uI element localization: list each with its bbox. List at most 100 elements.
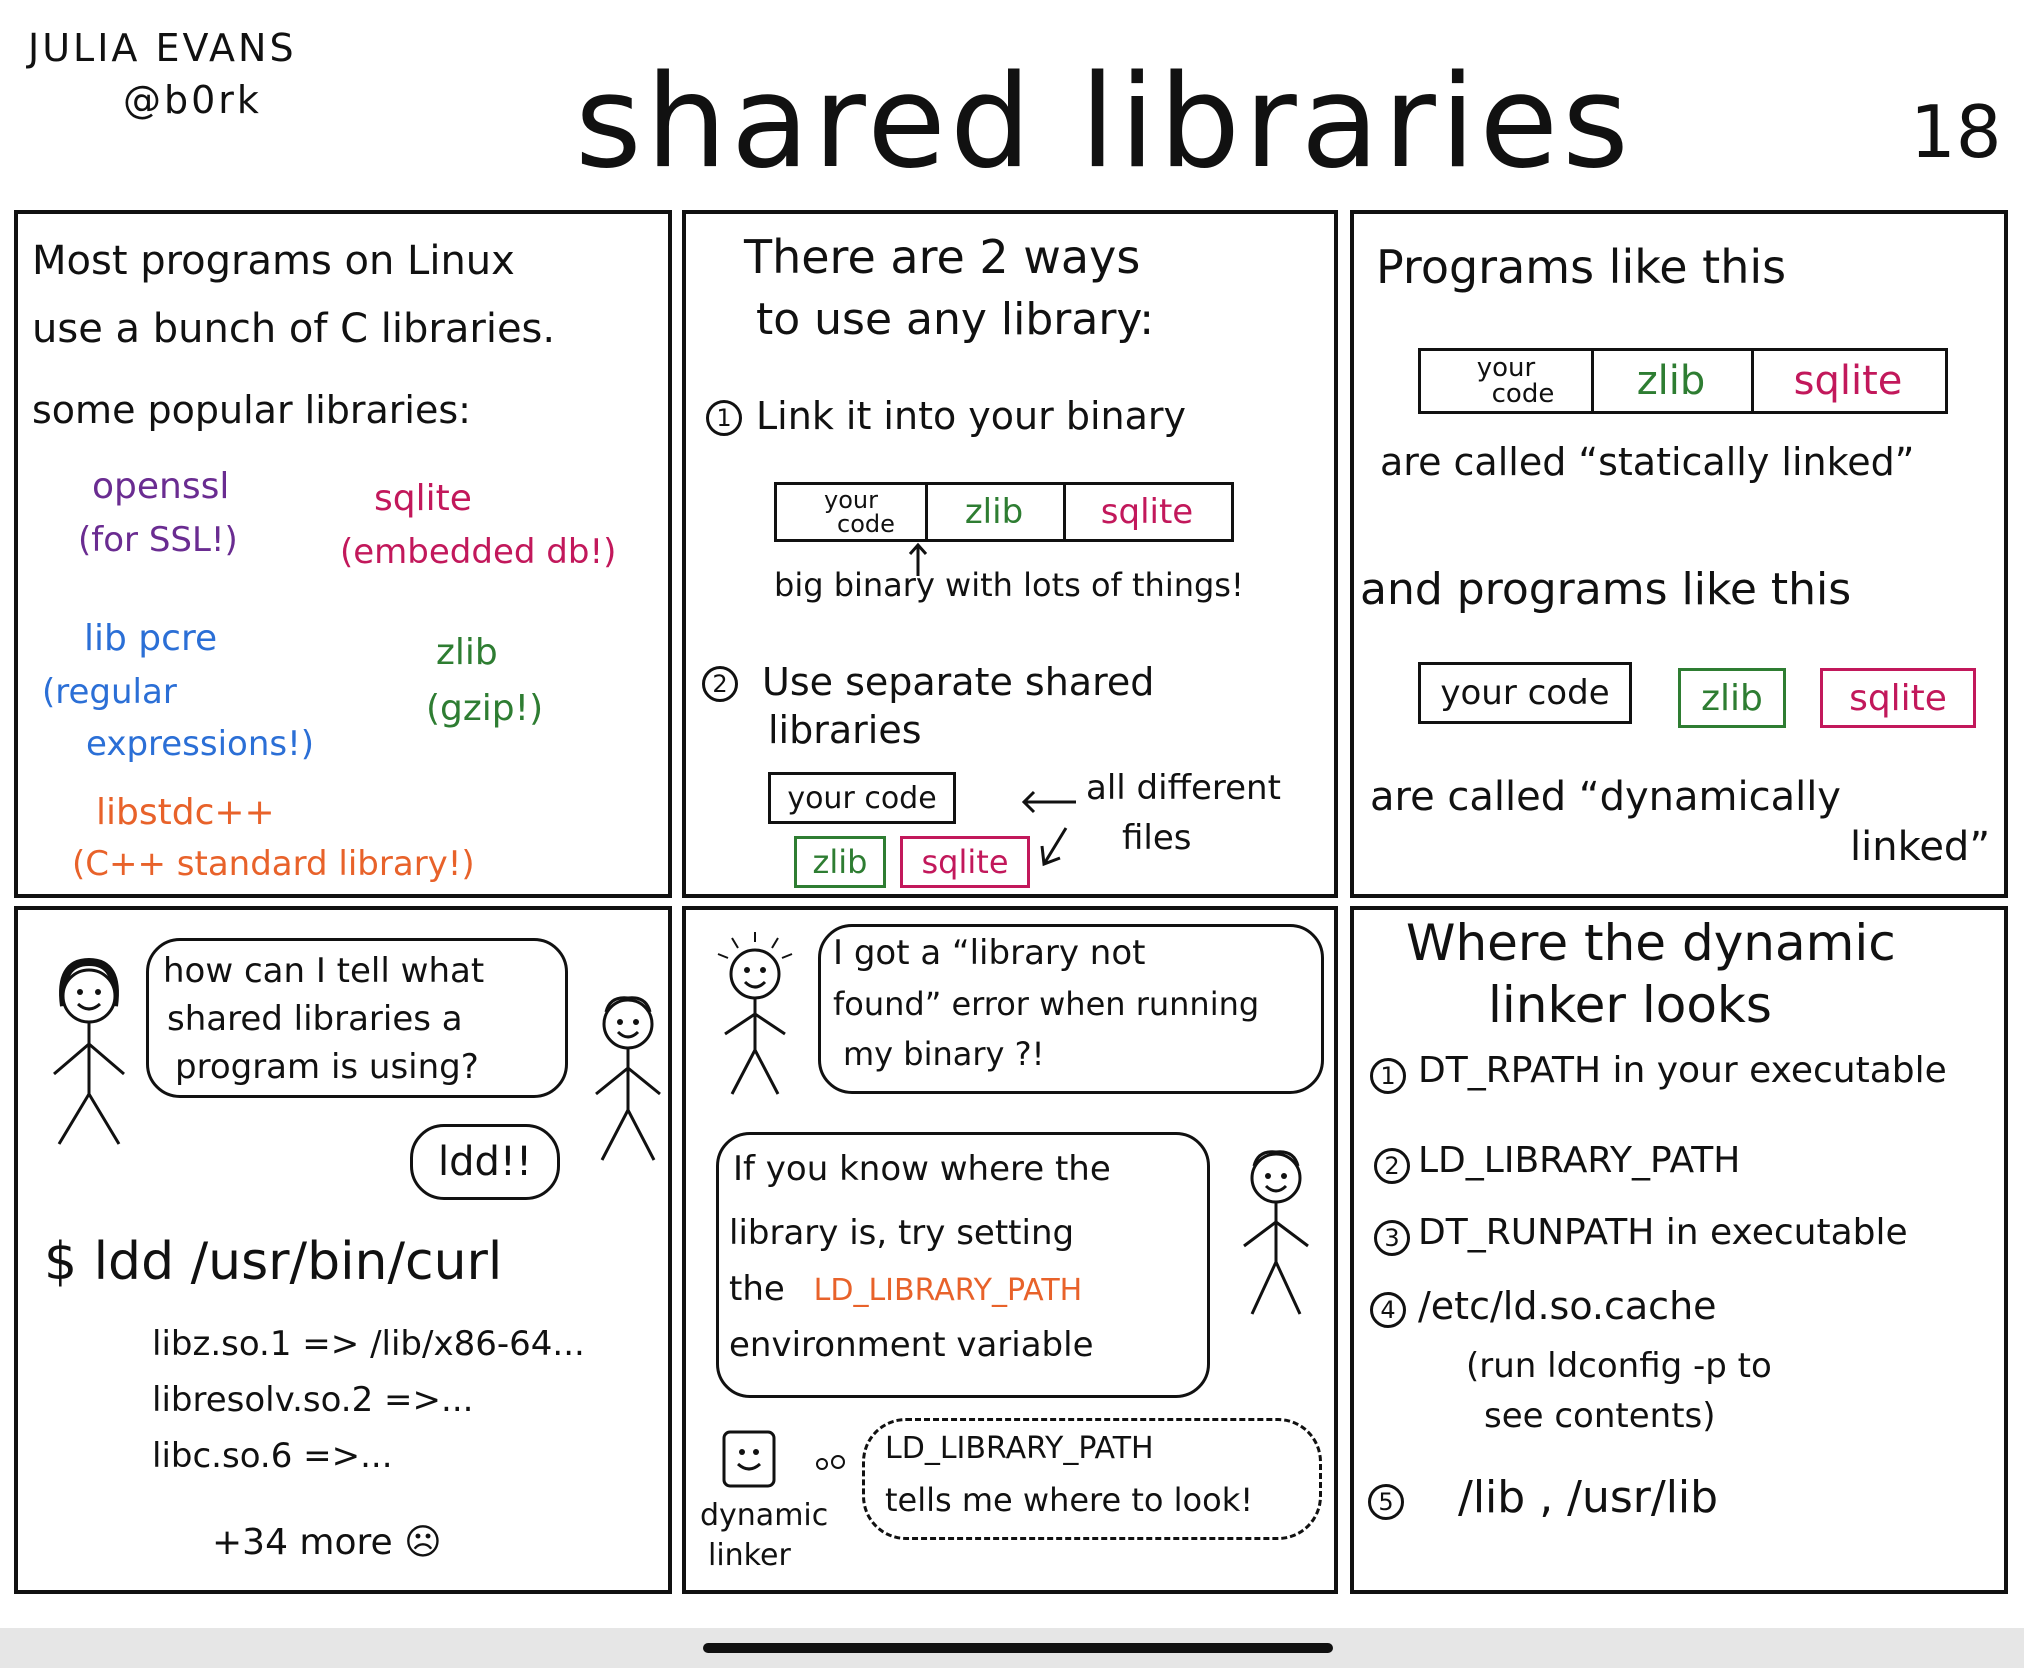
lib-openssl-note: (for SSL!) [78,520,238,560]
panel-linker-search-order: Where the dynamic linker looks 1 DT_RPAT… [1350,906,2008,1594]
panel3-line1: Programs like this [1376,240,1787,294]
search-item-2: LD_LIBRARY_PATH [1418,1140,1741,1181]
static-code-label: code [1491,379,1555,409]
dynamic-zlib-label: zlib [1701,677,1763,719]
author-handle: @b0rk [123,78,262,122]
lib-pcre: lib pcre [84,618,218,659]
tip-env-var: LD_LIBRARY_PATH [813,1273,1083,1308]
statically-linked-caption: are called “statically linked” [1380,440,1915,484]
tip-line4: environment variable [729,1325,1094,1365]
ldd-output-2: libresolv.so.2 =>... [152,1380,474,1420]
dynamic-sqlite: sqlite [1820,668,1976,728]
panel3-line2: and programs like this [1360,564,1852,615]
tip-line2: library is, try setting [729,1213,1075,1253]
search-item-4-sub1: (run ldconfig -p to [1466,1346,1772,1386]
page-number: 18 [1910,90,2002,174]
separate-your-code: your code [768,772,956,824]
lib-sqlite-note: (embedded db!) [340,532,617,572]
way2-line2: libraries [768,708,922,752]
separate-zlib-label: zlib [812,843,868,881]
separate-zlib: zlib [794,836,886,888]
lib-zlib-note: (gzip!) [426,688,544,729]
thought-dots-icon [816,1455,845,1470]
static-binary-example: your code zlib sqlite [1418,348,1948,414]
search-item-3-number: 3 [1374,1220,1410,1256]
static-zlib: zlib [1591,351,1754,411]
tip-line3: the LD_LIBRARY_PATH [729,1269,1082,1309]
dynamically-linked-line2: linked” [1850,824,1991,870]
bin-your-code: your code [777,485,928,539]
search-item-5-number: 5 [1368,1484,1404,1520]
panel1-line2: use a bunch of C libraries. [32,306,556,352]
ldd-command: $ ldd /usr/bin/curl [44,1232,503,1292]
panel-library-not-found: I got a “library not found” error when r… [682,906,1338,1594]
panel-popular-libraries: Most programs on Linux use a bunch of C … [14,210,672,898]
thought-line2: tells me where to look! [885,1481,1254,1519]
way2-line1: Use separate shared [762,660,1155,704]
error-line2: found” error when running [833,985,1260,1023]
arrows-icon [1021,790,1076,867]
dynamic-linker-label1: dynamic [700,1498,829,1533]
tip-line3-prefix: the [729,1269,785,1309]
person-curly-icon [1243,1150,1309,1315]
way1-text: Link it into your binary [756,394,1186,438]
lib-sqlite: sqlite [374,478,472,519]
dynamic-your-code-label: your code [1440,673,1610,713]
lib-pcre-note1: (regular [42,672,177,712]
lib-zlib: zlib [436,632,498,673]
bin-your-label: your [824,486,878,514]
lib-pcre-note2: expressions!) [86,724,315,764]
author-credit: JULIA EVANS @b0rk [28,22,297,126]
search-item-1: DT_RPATH in your executable [1418,1050,1947,1091]
all-different-caption: all different [1086,768,1281,808]
panel1-line1: Most programs on Linux [32,238,515,284]
dynamic-linker-label2: linker [708,1538,791,1573]
bin-sqlite: sqlite [1100,492,1194,532]
static-your-code: your code [1421,351,1594,411]
files-caption: files [1122,818,1192,858]
error-bubble: I got a “library not found” error when r… [818,924,1324,1094]
tip-line1: If you know where the [733,1149,1111,1189]
way2-number: 2 [702,666,738,702]
search-item-1-number: 1 [1370,1058,1406,1094]
panel6-heading1: Where the dynamic [1406,914,1896,972]
ldd-output-1: libz.so.1 => /lib/x86-64... [152,1324,585,1364]
tip-bubble: If you know where the library is, try se… [716,1132,1210,1398]
answer-text: ldd!! [438,1139,532,1185]
search-item-5: /lib , /usr/lib [1458,1472,1719,1523]
big-binary-caption: big binary with lots of things! [774,566,1244,604]
panel6-heading2: linker looks [1488,976,1772,1034]
dynamic-your-code: your code [1418,662,1632,724]
question-line2: shared libraries a [167,999,463,1039]
dynamic-linker-icon [722,1430,776,1488]
author-name: JULIA EVANS [28,26,297,70]
lib-libstdcpp-note: (C++ standard library!) [72,844,475,884]
search-item-4-number: 4 [1370,1292,1406,1328]
person-sunny-icon [717,932,793,1095]
thought-cloud: LD_LIBRARY_PATH tells me where to look! [862,1418,1322,1540]
panel1-line3: some popular libraries: [32,388,471,432]
error-line3: my binary ?! [843,1035,1045,1073]
search-item-2-number: 2 [1374,1148,1410,1184]
answer-bubble: ldd!! [410,1124,560,1200]
dynamic-sqlite-label: sqlite [1849,677,1947,719]
static-binary-diagram: your code zlib sqlite [774,482,1234,542]
panel-static-vs-dynamic: Programs like this your code zlib sqlite… [1350,210,2008,898]
lib-libstdcpp: libstdc++ [96,792,275,833]
question-line3: program is using? [175,1047,479,1087]
separate-sqlite-label: sqlite [921,843,1009,881]
static-sqlite: sqlite [1793,358,1903,404]
search-item-3: DT_RUNPATH in executable [1418,1212,1908,1253]
ldd-more: +34 more ☹ [212,1522,442,1563]
error-line1: I got a “library not [833,933,1146,973]
page-title: shared libraries [575,48,1633,197]
up-arrow-icon [908,542,928,576]
thought-line1: LD_LIBRARY_PATH [885,1431,1154,1466]
ldd-output-3: libc.so.6 =>... [152,1436,393,1476]
dynamically-linked-line1: are called “dynamically [1370,774,1841,820]
panel2-heading1: There are 2 ways [744,230,1141,284]
separate-sqlite: sqlite [900,836,1030,888]
home-indicator[interactable] [703,1643,1333,1653]
lib-openssl: openssl [92,466,230,507]
bin-code-label: code [837,510,895,538]
